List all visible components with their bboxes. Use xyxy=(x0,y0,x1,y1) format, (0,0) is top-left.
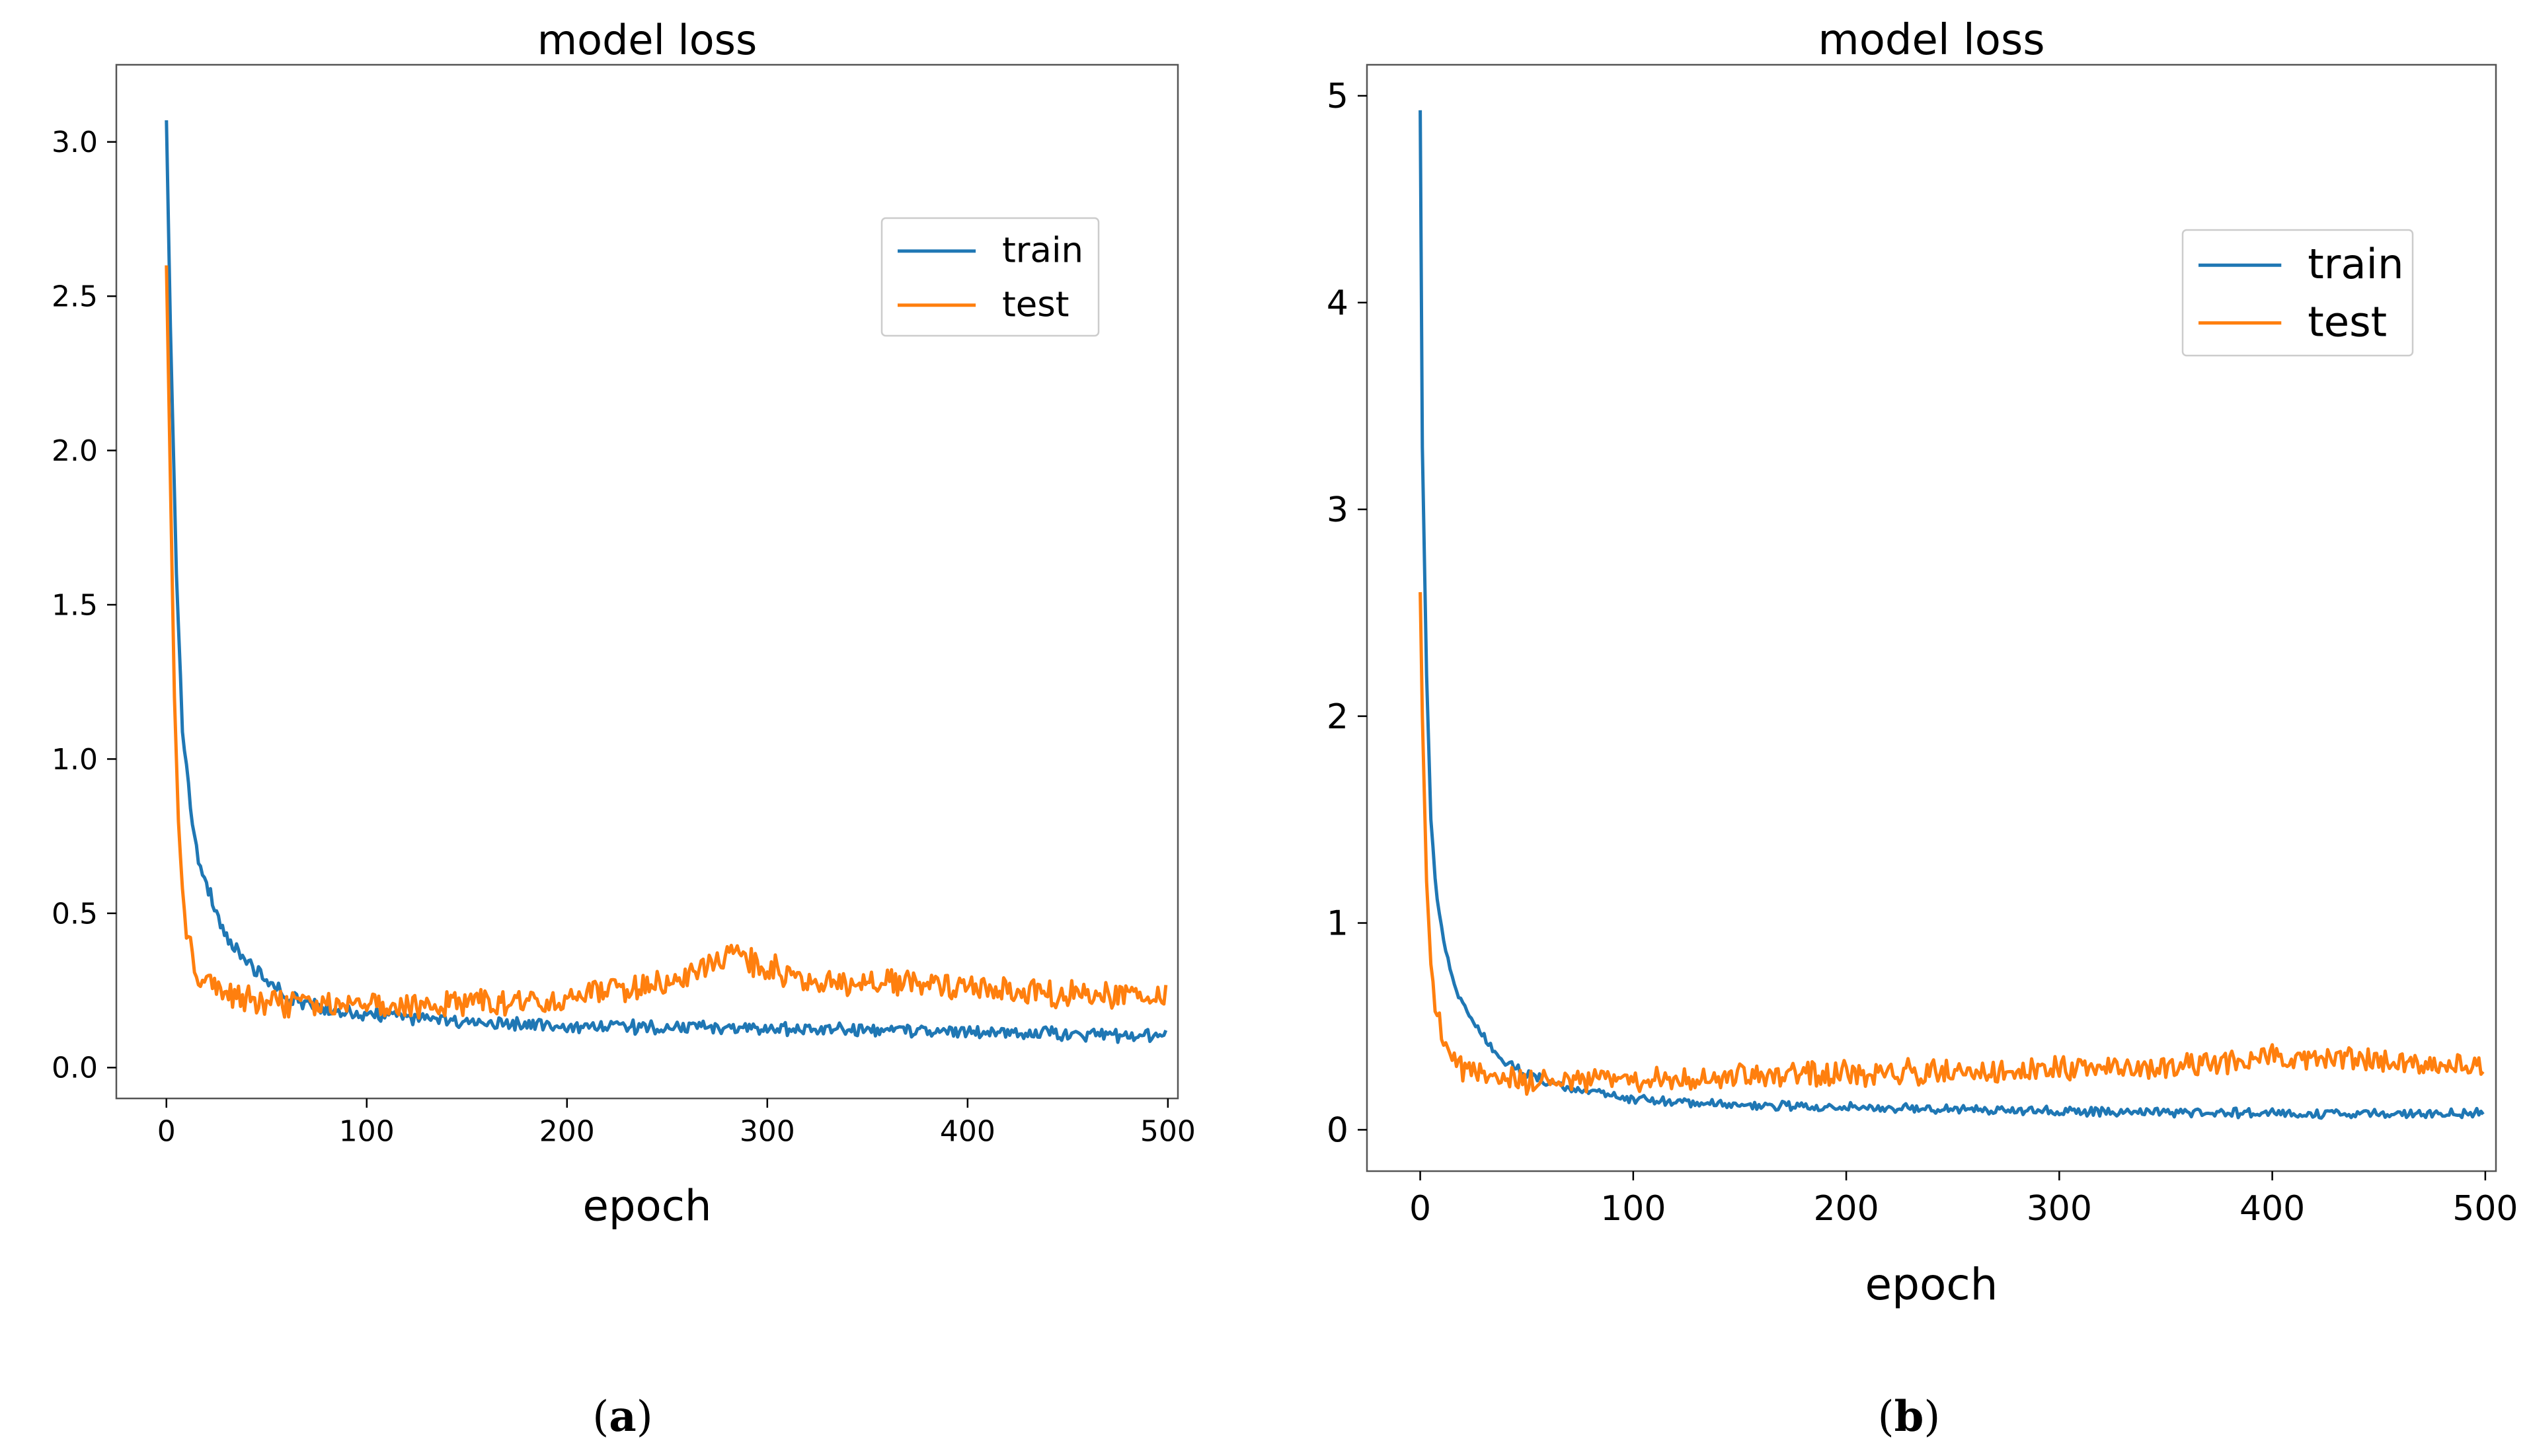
y-tick-label: 2 xyxy=(1327,697,1348,737)
x-tick-label: 500 xyxy=(2452,1189,2518,1229)
x-tick-label: 0 xyxy=(157,1115,176,1149)
x-tick-label: 300 xyxy=(2027,1189,2092,1229)
series-line-test xyxy=(1419,592,2485,1096)
y-tick-label: 1.0 xyxy=(52,743,98,777)
x-tick-label: 100 xyxy=(1600,1189,1666,1229)
x-axis-label: epoch xyxy=(583,1182,712,1231)
chart-b: 0 100 200 300 400 500 0 1 2 3 4 5 model loss epoch tra… xyxy=(1327,16,2518,1310)
y-tick-label: 0 xyxy=(1327,1111,1348,1151)
x-tick-label: 200 xyxy=(1813,1189,1879,1229)
y-tick-label: 3.0 xyxy=(52,126,98,159)
plot-frame xyxy=(1366,63,2497,1172)
legend: train test xyxy=(2181,229,2414,357)
chart-title: model loss xyxy=(1818,16,2044,65)
y-tick-label: 5 xyxy=(1327,77,1348,116)
x-tick-label: 500 xyxy=(1140,1115,1196,1149)
legend-label-train: train xyxy=(2308,240,2403,288)
panel-label-b: (b) xyxy=(1878,1392,1941,1441)
y-tick-label: 0.5 xyxy=(52,897,98,931)
legend-label-train: train xyxy=(1002,231,1083,271)
legend-label-test: test xyxy=(2308,297,2387,346)
y-tick-label: 4 xyxy=(1327,284,1348,323)
plot-frame xyxy=(115,63,1179,1100)
legend-label-test: test xyxy=(1002,284,1069,325)
x-axis-label: epoch xyxy=(1865,1259,1998,1310)
y-tick-label: 2.0 xyxy=(52,434,98,468)
series-line-train xyxy=(1419,110,2485,1120)
chart-a: 0 100 200 300 400 500 0.0 0.5 1.0 1.5 2.0 2.5 3.0 mod… xyxy=(52,16,1196,1231)
x-tick-label: 300 xyxy=(740,1115,795,1149)
plot-area xyxy=(165,120,1168,1044)
chart-title: model loss xyxy=(537,16,758,64)
y-tick-label: 3 xyxy=(1327,490,1348,530)
series-line-test xyxy=(165,265,1168,1020)
y-tick-label: 1.5 xyxy=(52,588,98,622)
plot-area xyxy=(1419,110,2485,1120)
x-tick-label: 400 xyxy=(940,1115,995,1149)
x-tick-label: 400 xyxy=(2239,1189,2305,1229)
x-tick-label: 100 xyxy=(339,1115,395,1149)
y-tick-label: 2.5 xyxy=(52,280,98,314)
x-tick-label: 0 xyxy=(1409,1189,1431,1229)
y-tick-label: 1 xyxy=(1327,904,1348,944)
panel-label-a: (a) xyxy=(592,1392,652,1441)
y-tick-label: 0.0 xyxy=(52,1052,98,1085)
x-tick-label: 200 xyxy=(539,1115,595,1149)
legend: train test xyxy=(880,217,1100,337)
